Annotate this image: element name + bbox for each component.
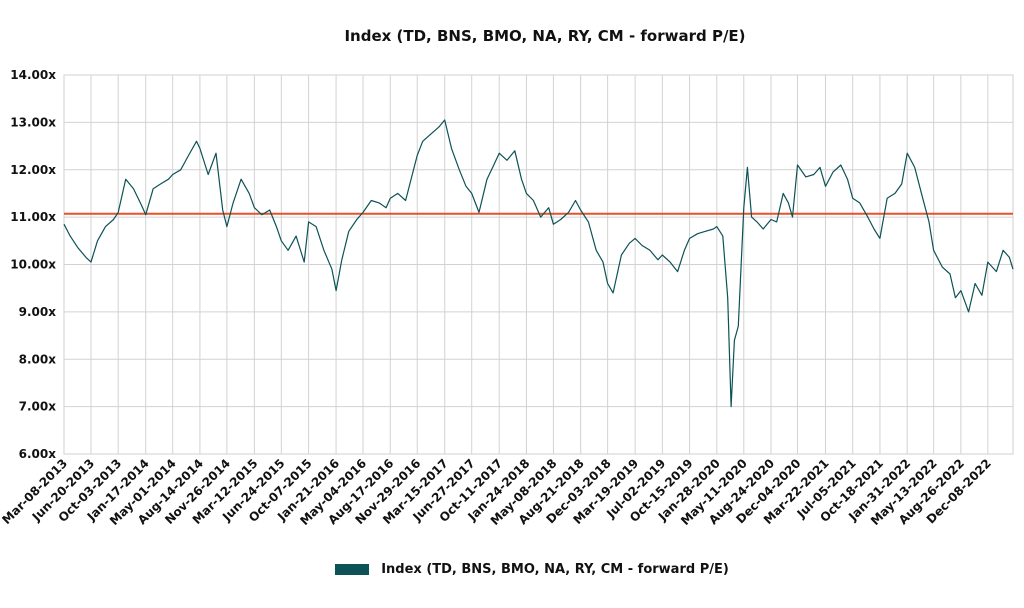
chart-title: Index (TD, BNS, BMO, NA, RY, CM - forwar… — [344, 27, 746, 45]
y-tick-label: 13.00x — [10, 115, 56, 129]
y-tick-label: 11.00x — [10, 210, 56, 224]
y-tick-label: 7.00x — [19, 400, 57, 414]
grid-layer — [63, 74, 1014, 455]
y-tick-label: 9.00x — [19, 305, 57, 319]
series-layer — [63, 119, 1014, 408]
series-line — [63, 119, 1014, 408]
y-tick-label: 14.00x — [10, 68, 56, 82]
y-axis-ticks: 6.00x 7.00x 8.00x 9.00x 10.00x 11.00x 12.00x 13… — [10, 68, 56, 461]
y-tick-label: 10.00x — [10, 258, 56, 272]
y-tick-label: 12.00x — [10, 163, 56, 177]
legend-swatch — [335, 564, 370, 575]
y-tick-label: 8.00x — [19, 352, 57, 366]
legend: Index (TD, BNS, BMO, NA, RY, CM - forwar… — [0, 562, 1024, 577]
legend-label: Index (TD, BNS, BMO, NA, RY, CM - forwar… — [381, 562, 729, 577]
x-axis-ticks: Mar-08-2013Jun-20-2013Oct-03-2013Jan-17-… — [0, 456, 994, 528]
y-tick-label: 6.00x — [19, 447, 57, 461]
